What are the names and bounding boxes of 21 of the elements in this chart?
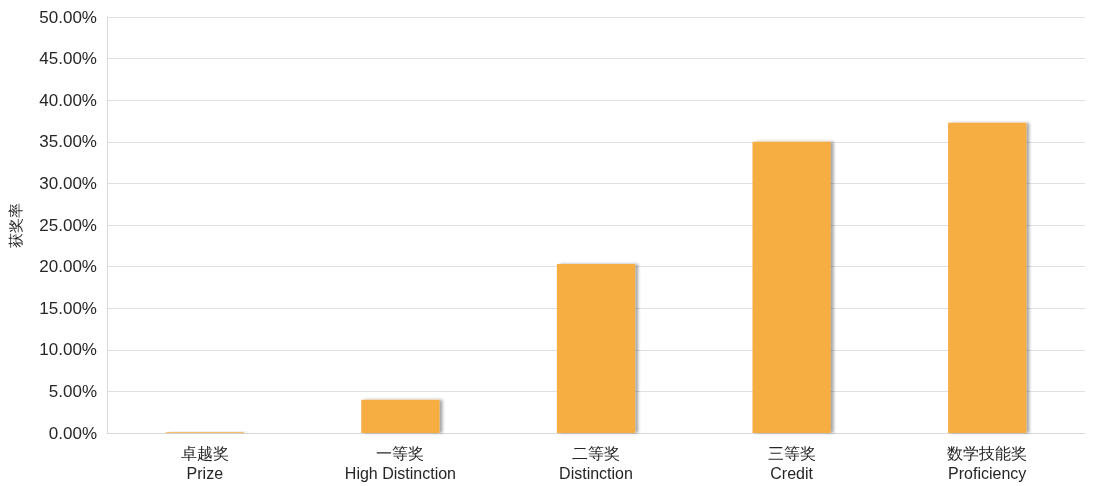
y-tick-label: 45.00% <box>39 49 97 69</box>
y-tick-label: 5.00% <box>48 381 97 401</box>
bar <box>752 141 831 433</box>
y-tick-label: 40.00% <box>39 90 97 110</box>
y-tick-label: 15.00% <box>39 298 97 318</box>
bar <box>556 264 636 433</box>
y-tick-label: 25.00% <box>39 215 97 235</box>
y-tick-label: 10.00% <box>39 340 97 360</box>
x-tick-label: 三等奖 Credit <box>767 444 816 482</box>
y-tick-label: 35.00% <box>39 132 97 152</box>
y-tick-label: 0.00% <box>48 423 97 443</box>
y-tick-label: 50.00% <box>39 7 97 27</box>
x-tick-label: 数学技能奖 Proficiency <box>947 444 1028 482</box>
bar <box>361 399 440 433</box>
x-tick-label: 一等奖 High Distinction <box>344 444 456 482</box>
y-tick-label: 30.00% <box>39 173 97 193</box>
bar <box>948 122 1027 433</box>
y-axis-title: 获奖率 <box>7 202 24 248</box>
y-tick-label: 20.00% <box>39 257 97 277</box>
x-tick-label: 二等奖 Distinction <box>559 444 633 482</box>
x-tick-label: 卓越奖 Prize <box>180 444 229 482</box>
